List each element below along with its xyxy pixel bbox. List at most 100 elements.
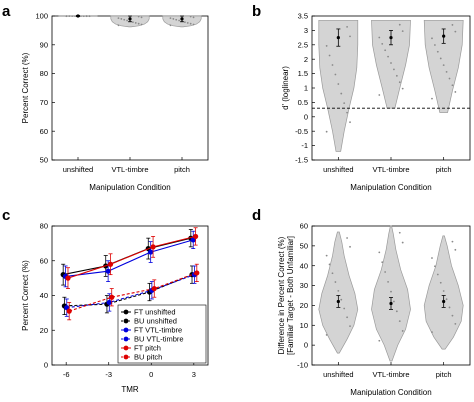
- series-line-bu-vtl-timbre: [66, 274, 195, 309]
- data-point: [66, 308, 72, 314]
- series-line-ft-pitch: [67, 235, 196, 279]
- data-point: [186, 22, 189, 24]
- data-point: [88, 15, 91, 17]
- panel-letter: a: [2, 3, 11, 20]
- x-tick-label: pitch: [174, 165, 190, 174]
- data-point: [150, 244, 156, 250]
- data-point: [178, 19, 181, 22]
- y-tick-label: 50: [40, 156, 48, 165]
- data-point: [448, 77, 451, 80]
- legend-entry: BU VTL-timbre: [134, 335, 184, 344]
- data-point: [328, 263, 331, 266]
- mean-marker: [128, 17, 132, 21]
- data-point: [439, 57, 442, 60]
- mean-marker: [442, 299, 446, 304]
- data-point: [349, 325, 351, 328]
- y-tick-label: 10: [300, 321, 308, 330]
- y-tick-label: 2.5: [298, 40, 308, 49]
- y-tick-label: -1: [301, 141, 308, 150]
- data-point: [169, 17, 172, 20]
- y-tick-label: 70: [40, 98, 48, 107]
- legend-marker: [123, 345, 129, 351]
- data-point: [175, 18, 178, 21]
- legend-marker: [123, 354, 129, 360]
- mean-marker: [76, 14, 80, 18]
- data-point: [137, 15, 140, 18]
- legend-marker: [123, 327, 129, 333]
- panel-b: b -1.5 -1 -0.5 0 0.5 1 1.5 2 2.5 3 3.5 unshifted VTL-…: [252, 3, 471, 192]
- data-point: [74, 15, 77, 18]
- data-point: [454, 323, 457, 325]
- legend-marker: [123, 336, 129, 342]
- data-point: [378, 251, 381, 254]
- data-point: [381, 261, 384, 264]
- legend-entry: FT VTL-timbre: [134, 326, 182, 335]
- data-point: [393, 68, 395, 71]
- series-line-ft-vtl-timbre: [65, 239, 194, 277]
- legend-entry: FT unshifted: [134, 308, 176, 317]
- data-point: [134, 22, 137, 24]
- data-point: [71, 15, 74, 17]
- data-point: [325, 45, 328, 47]
- data-point: [79, 15, 82, 18]
- data-point: [387, 280, 389, 283]
- data-point: [451, 84, 454, 87]
- data-point: [325, 334, 328, 336]
- data-point: [337, 289, 340, 292]
- data-point: [349, 245, 351, 248]
- mean-marker: [389, 301, 393, 306]
- data-point: [395, 310, 398, 313]
- x-tick-label: -6: [63, 370, 70, 379]
- y-tick-label: 1: [304, 84, 308, 93]
- panel-a: a 50 60 70 80 90 100 unshifted VTL-timbre pitch Ma…: [2, 3, 209, 192]
- data-point: [381, 42, 384, 45]
- data-point: [398, 23, 401, 26]
- data-point: [401, 87, 404, 90]
- data-point: [123, 18, 126, 21]
- violin-unshifted: [318, 19, 359, 152]
- data-point: [126, 19, 129, 22]
- data-point: [398, 81, 401, 84]
- legend-box: [117, 304, 207, 364]
- data-point: [331, 64, 334, 66]
- data-point: [393, 300, 395, 303]
- data-point: [431, 257, 433, 259]
- legend-entry: FT pitch: [134, 344, 161, 353]
- y-axis-label: Difference in Percent Correct (%): [277, 236, 286, 354]
- data-point: [131, 21, 134, 24]
- y-tick-label: 0.5: [298, 98, 308, 107]
- data-point: [346, 237, 349, 239]
- data-point: [433, 44, 436, 46]
- data-point: [137, 22, 140, 25]
- legend-marker: [123, 309, 129, 315]
- data-point: [451, 314, 454, 317]
- y-tick-label: 50: [300, 241, 308, 250]
- legend-entry: BU pitch: [134, 353, 162, 362]
- data-point: [172, 18, 175, 20]
- violin-pitch: [423, 19, 464, 113]
- y-tick-label: 60: [40, 127, 48, 136]
- data-point: [431, 37, 433, 40]
- series-line-bu-pitch: [69, 272, 197, 312]
- data-point: [105, 268, 111, 274]
- data-point: [445, 70, 448, 73]
- data-point: [431, 97, 433, 100]
- series-line-ft-unshifted: [63, 237, 191, 276]
- y-tick-label: 80: [40, 69, 48, 78]
- data-point: [384, 49, 387, 52]
- y-tick-label: 40: [40, 291, 48, 300]
- x-tick-label: VTL-timbre: [372, 370, 409, 379]
- data-point: [454, 91, 457, 93]
- x-axis-label: Manipulation Condition: [89, 183, 170, 192]
- data-point: [346, 316, 349, 319]
- x-tick-label: -3: [105, 370, 112, 379]
- data-point: [192, 16, 195, 19]
- data-point: [390, 62, 392, 64]
- y-tick-label: 20: [300, 301, 308, 310]
- y-tick-label: 0: [304, 341, 308, 350]
- data-point: [398, 231, 401, 234]
- data-point: [117, 24, 120, 27]
- y-tick-label: 80: [40, 222, 48, 231]
- x-axis-label: TMR: [121, 385, 139, 394]
- data-point: [140, 23, 143, 26]
